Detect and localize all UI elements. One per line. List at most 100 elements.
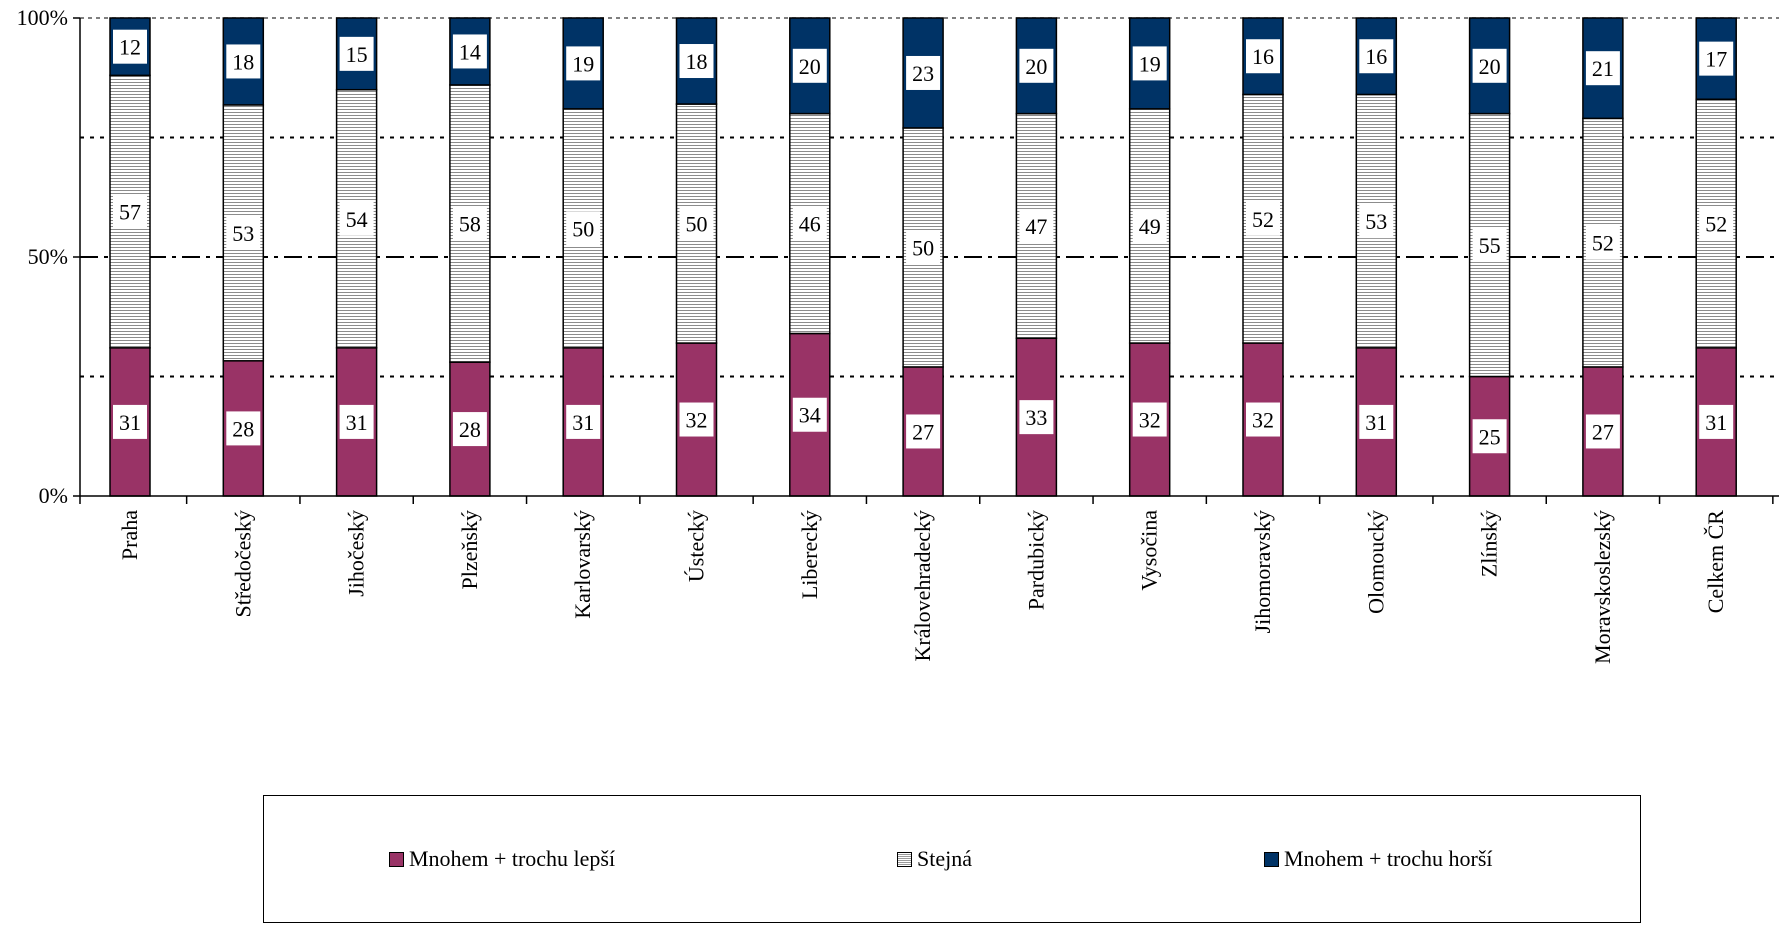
data-label: 28 [232,416,254,441]
data-label: 55 [1479,233,1501,258]
data-label-box [1246,201,1280,236]
data-label: 15 [346,42,368,67]
category-label: Zlínský [1477,510,1502,577]
data-label: 31 [572,410,594,435]
data-label-box [452,34,487,69]
data-label-box [452,412,487,447]
data-label-box [1019,400,1054,435]
data-label-box [1585,414,1620,449]
data-label-box [1472,48,1507,83]
data-label-box [113,194,147,229]
data-label: 27 [1592,419,1614,444]
data-label: 49 [1139,214,1161,239]
legend-item-better: Mnohem + trochu lepší [389,846,615,872]
y-tick-label: 50% [28,244,68,269]
category-label: Ústecký [684,510,709,582]
data-label-box [566,404,601,439]
data-label: 34 [799,403,821,428]
data-label-box [679,402,714,437]
data-label: 31 [346,410,368,435]
data-label-box [792,397,827,432]
data-label: 57 [119,200,141,225]
data-label-box [452,206,487,241]
data-label: 50 [686,212,708,237]
data-label: 32 [1252,408,1274,433]
category-label: Jihomoravský [1250,510,1275,633]
data-label-box [113,29,147,64]
data-label: 25 [1479,424,1501,449]
data-label: 21 [1592,56,1614,81]
data-label-box [339,201,374,236]
data-label: 54 [346,207,368,232]
data-label: 16 [1365,44,1387,69]
data-label: 50 [912,235,934,260]
data-label-box [113,404,147,439]
data-label: 31 [1365,410,1387,435]
category-label: Moravskoslezský [1590,510,1615,664]
data-label: 52 [1705,212,1727,237]
data-label-box [1472,419,1507,454]
data-label-box [566,46,601,81]
category-label: Pardubický [1023,510,1048,610]
category-label: Plzeňský [457,510,482,589]
data-label: 47 [1025,214,1047,239]
data-label-box [1019,48,1054,83]
data-label-box [1132,46,1167,81]
data-label: 19 [1139,51,1161,76]
category-label: Královehradecký [910,510,935,661]
data-label: 20 [1479,54,1501,79]
legend-swatch-same [897,851,912,867]
data-label: 20 [1025,54,1047,79]
data-label-box [566,211,601,246]
data-label-box [1019,208,1054,243]
legend-label-worse: Mnohem + trochu horší [1284,846,1493,871]
data-label: 12 [119,35,141,60]
data-label-box [906,55,941,90]
legend-item-same: Stejná [897,846,972,872]
data-label: 19 [572,51,594,76]
data-label: 53 [232,221,254,246]
category-label: Liberecký [797,510,822,599]
data-label: 53 [1365,209,1387,234]
data-label-box [339,404,374,439]
data-label-box [679,44,714,79]
data-label-box [1585,225,1620,260]
data-label: 31 [119,410,141,435]
category-label: Olomoucký [1363,510,1388,614]
data-label-box [226,215,261,250]
data-label: 23 [912,61,934,86]
data-label-box [226,411,261,446]
data-label-box [792,48,827,83]
data-label: 52 [1252,207,1274,232]
legend-swatch-better [389,851,404,867]
data-label: 16 [1252,44,1274,69]
category-label: Středočeský [230,510,255,618]
data-label-box [906,414,941,449]
category-label: Vysočina [1137,510,1162,591]
data-label: 20 [799,54,821,79]
data-label: 31 [1705,410,1727,435]
data-label: 14 [459,39,481,64]
category-label: Celkem ČR [1703,510,1728,614]
data-label: 18 [686,49,708,74]
data-label-box [679,206,714,241]
data-label-box [906,230,941,265]
data-label: 32 [686,408,708,433]
data-label-box [1132,402,1167,437]
legend: Mnohem + trochu lepší Stejná Mnohem + tr… [263,795,1641,923]
data-label: 27 [912,419,934,444]
data-label-box [1132,208,1167,243]
data-label-box [1699,206,1734,241]
data-label-box [1359,39,1394,74]
legend-item-worse: Mnohem + trochu horší [1264,846,1493,872]
data-label: 28 [459,417,481,442]
y-tick-label: 100% [17,5,68,30]
data-label: 58 [459,212,481,237]
data-label: 46 [799,212,821,237]
data-label: 52 [1592,231,1614,256]
data-label-box [792,206,827,241]
category-label: Jihočeský [344,510,369,597]
legend-label-same: Stejná [917,846,972,871]
